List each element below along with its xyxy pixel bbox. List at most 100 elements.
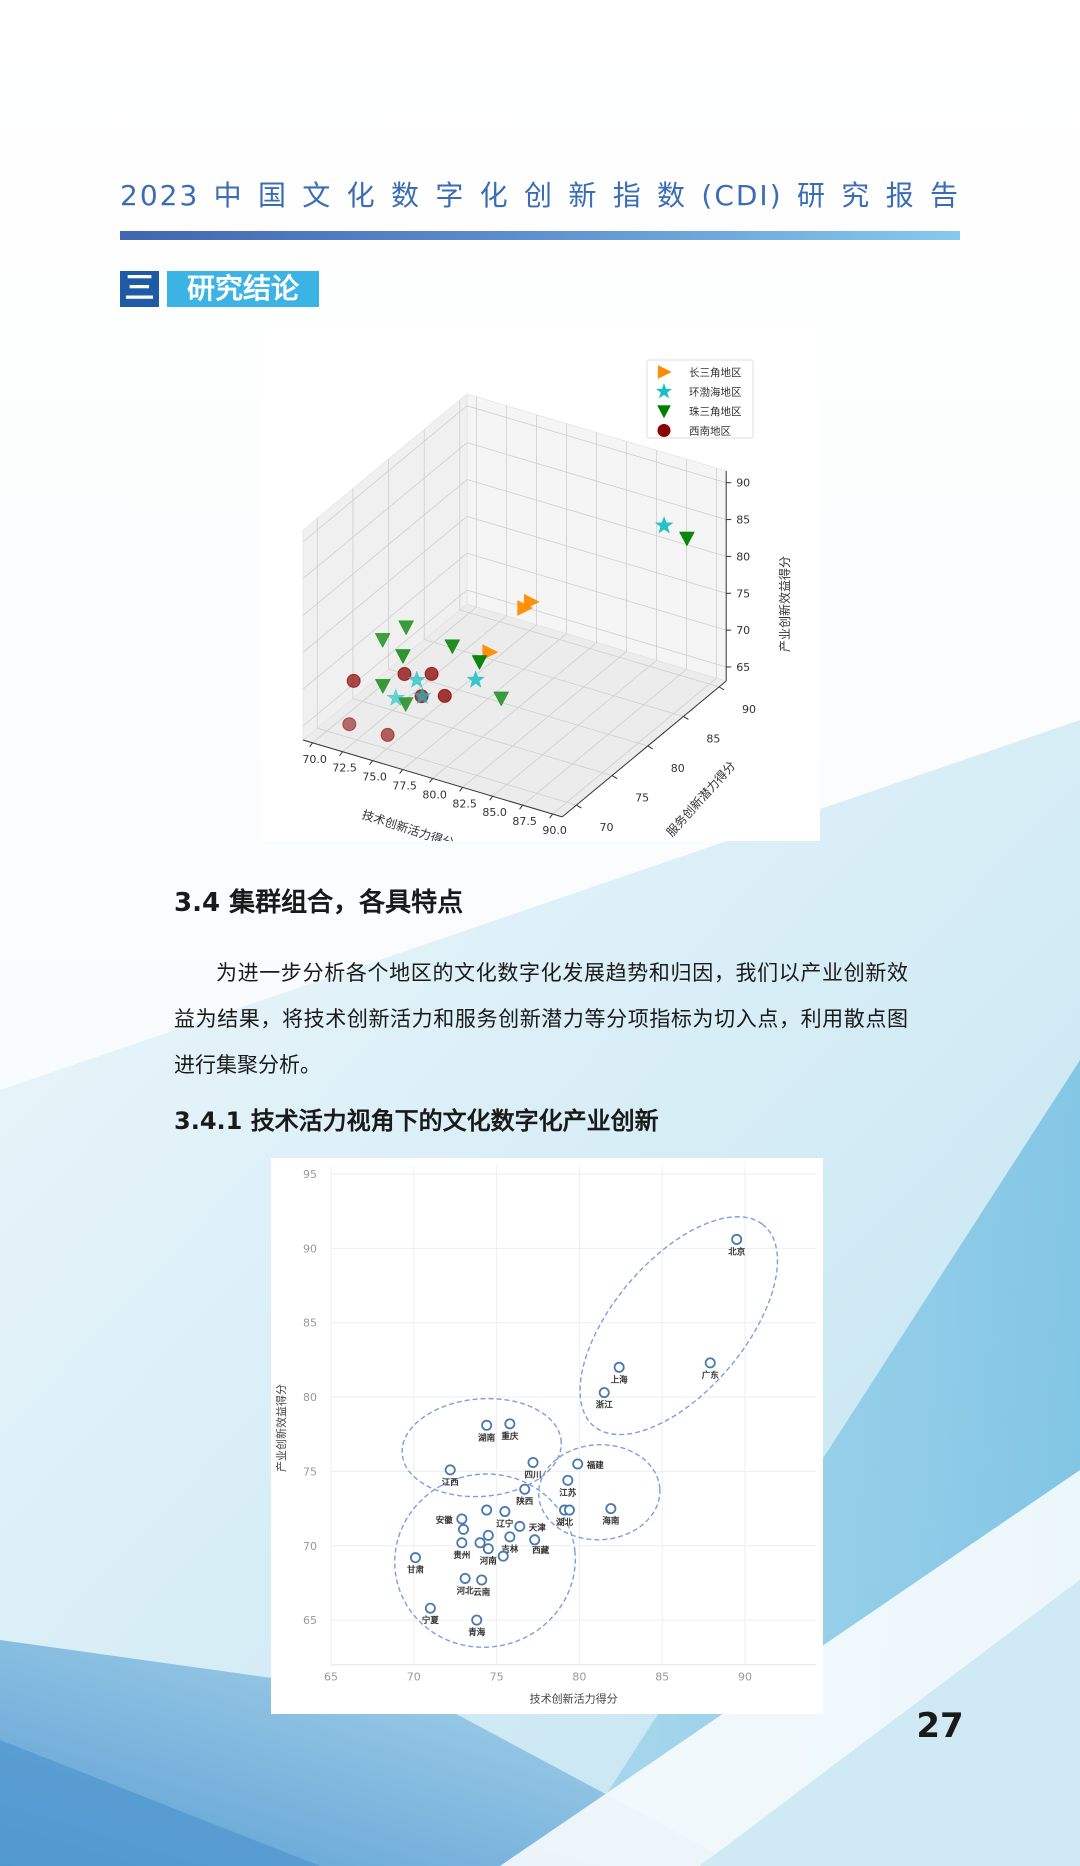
legend-marker-triangle-right-icon: [657, 365, 672, 379]
z-tick-label: 70: [736, 624, 750, 637]
chart-background: [271, 1158, 823, 1714]
data-point-label: 福建: [586, 1460, 605, 1471]
scatter-3d-chart: 70.0 72.5 75.0 77.5 80.0 82.5 85.0 87.5 90.0 70 75…: [260, 325, 820, 841]
data-point-label: 上海: [611, 1374, 629, 1385]
data-point: [529, 1534, 541, 1546]
x-tick: [309, 742, 314, 748]
side-pane: [302, 393, 468, 741]
data-point-triangle-right: [517, 600, 534, 616]
x-tick: [549, 813, 553, 819]
data-point-label: 重庆: [501, 1431, 519, 1442]
data-point-label: 青海: [468, 1627, 486, 1638]
data-point: [456, 1513, 468, 1525]
gridline: [402, 633, 567, 770]
gridline: [302, 442, 468, 579]
cluster-outline: [579, 1215, 779, 1436]
gridline: [424, 639, 684, 717]
z-tick-label: 65: [736, 661, 750, 674]
data-point: [482, 1529, 494, 1541]
data-point-label: 江西: [442, 1477, 460, 1488]
x-tick: [339, 751, 344, 757]
data-point: [481, 1504, 493, 1516]
gridline: [552, 677, 717, 815]
gridline: [462, 651, 627, 788]
gridline: [459, 609, 720, 688]
data-point-label: 江苏: [559, 1487, 577, 1498]
data-point-label: 西藏: [532, 1545, 550, 1556]
page-number: 27: [916, 1706, 964, 1746]
data-point: [514, 1520, 526, 1532]
gridline: [522, 668, 687, 806]
y-tick-label: 65: [303, 1614, 317, 1627]
gridline: [317, 727, 577, 806]
data-point: [562, 1474, 574, 1486]
data-point: [409, 1552, 421, 1564]
data-point-label: 海南: [602, 1516, 620, 1527]
data-point-label: 云南: [473, 1587, 491, 1598]
data-point: [504, 1531, 516, 1543]
data-point-star: [654, 515, 674, 534]
data-point-circle: [424, 666, 439, 681]
cluster-outline: [537, 1443, 661, 1541]
x-tick-label: 80.0: [422, 788, 447, 801]
y-tick-label: 95: [303, 1168, 317, 1181]
data-point: [605, 1503, 617, 1515]
gridline: [466, 405, 727, 484]
gridline: [466, 479, 727, 557]
x-tick: [369, 760, 374, 765]
data-point: [456, 1537, 468, 1549]
z-tick-label: 85: [736, 514, 750, 527]
x-tick-label: 65: [324, 1671, 338, 1684]
x-tick-label: 72.5: [332, 762, 357, 775]
y-tick-label: 85: [303, 1317, 317, 1330]
data-point: [704, 1357, 716, 1369]
data-point-triangle-down: [397, 697, 414, 713]
gridline: [352, 698, 613, 776]
data-point-label: 四川: [525, 1470, 542, 1480]
x-tick: [489, 795, 494, 801]
x-tick: [429, 778, 434, 783]
data-point-label: 河北: [457, 1585, 475, 1596]
cluster-scatter-chart: 65 70 75 80 85 90 65 70 75 80 85 90 95 技术创新活力得分 产业创新效益…: [271, 1158, 823, 1714]
report-title: 2023中国文化数字化创新指数(CDI)研究报告: [120, 179, 960, 212]
legend-marker-star-icon: [655, 382, 673, 399]
data-point: [444, 1464, 456, 1476]
y-tick: [718, 686, 725, 691]
data-point: [497, 1550, 509, 1562]
data-point-label: 甘肃: [407, 1565, 425, 1576]
x-tick: [459, 787, 464, 792]
y-axis-line: [561, 680, 727, 818]
gridline: [302, 405, 468, 543]
data-point: [481, 1419, 493, 1431]
gridline: [388, 668, 648, 747]
data-point-label: 辽宁: [496, 1519, 514, 1530]
data-point: [476, 1574, 488, 1586]
y-tick-label: 75: [303, 1465, 317, 1478]
legend-label: 环渤海地区: [689, 386, 742, 399]
x-tick-label: 80: [572, 1671, 586, 1684]
y-tick-label: 90: [303, 1242, 317, 1255]
data-point-label: 浙江: [596, 1400, 614, 1411]
data-point-star: [386, 688, 406, 706]
z-tick-label: 90: [736, 477, 750, 490]
gridline: [312, 606, 477, 744]
y-tick-label: 70: [599, 821, 613, 834]
data-point-triangle-down: [444, 639, 461, 655]
gridline: [302, 589, 468, 727]
data-point: [482, 1543, 494, 1555]
data-point: [519, 1483, 531, 1495]
gridline: [432, 642, 597, 779]
data-point: [504, 1418, 516, 1430]
gridline: [466, 442, 727, 520]
y-tick-label: 70: [303, 1540, 317, 1553]
data-point-label: 天津: [529, 1522, 547, 1533]
data-point: [499, 1506, 511, 1518]
data-point-label: 宁夏: [422, 1615, 440, 1626]
legend-label: 珠三角地区: [689, 405, 742, 418]
data-point-triangle-down: [398, 620, 415, 636]
y-tick: [647, 745, 654, 750]
subsection-heading: 3.4.1 技术活力视角下的文化数字化产业创新: [174, 1107, 659, 1135]
data-point: [527, 1456, 539, 1468]
data-point: [471, 1614, 483, 1626]
x-tick-label: 75: [490, 1671, 504, 1684]
